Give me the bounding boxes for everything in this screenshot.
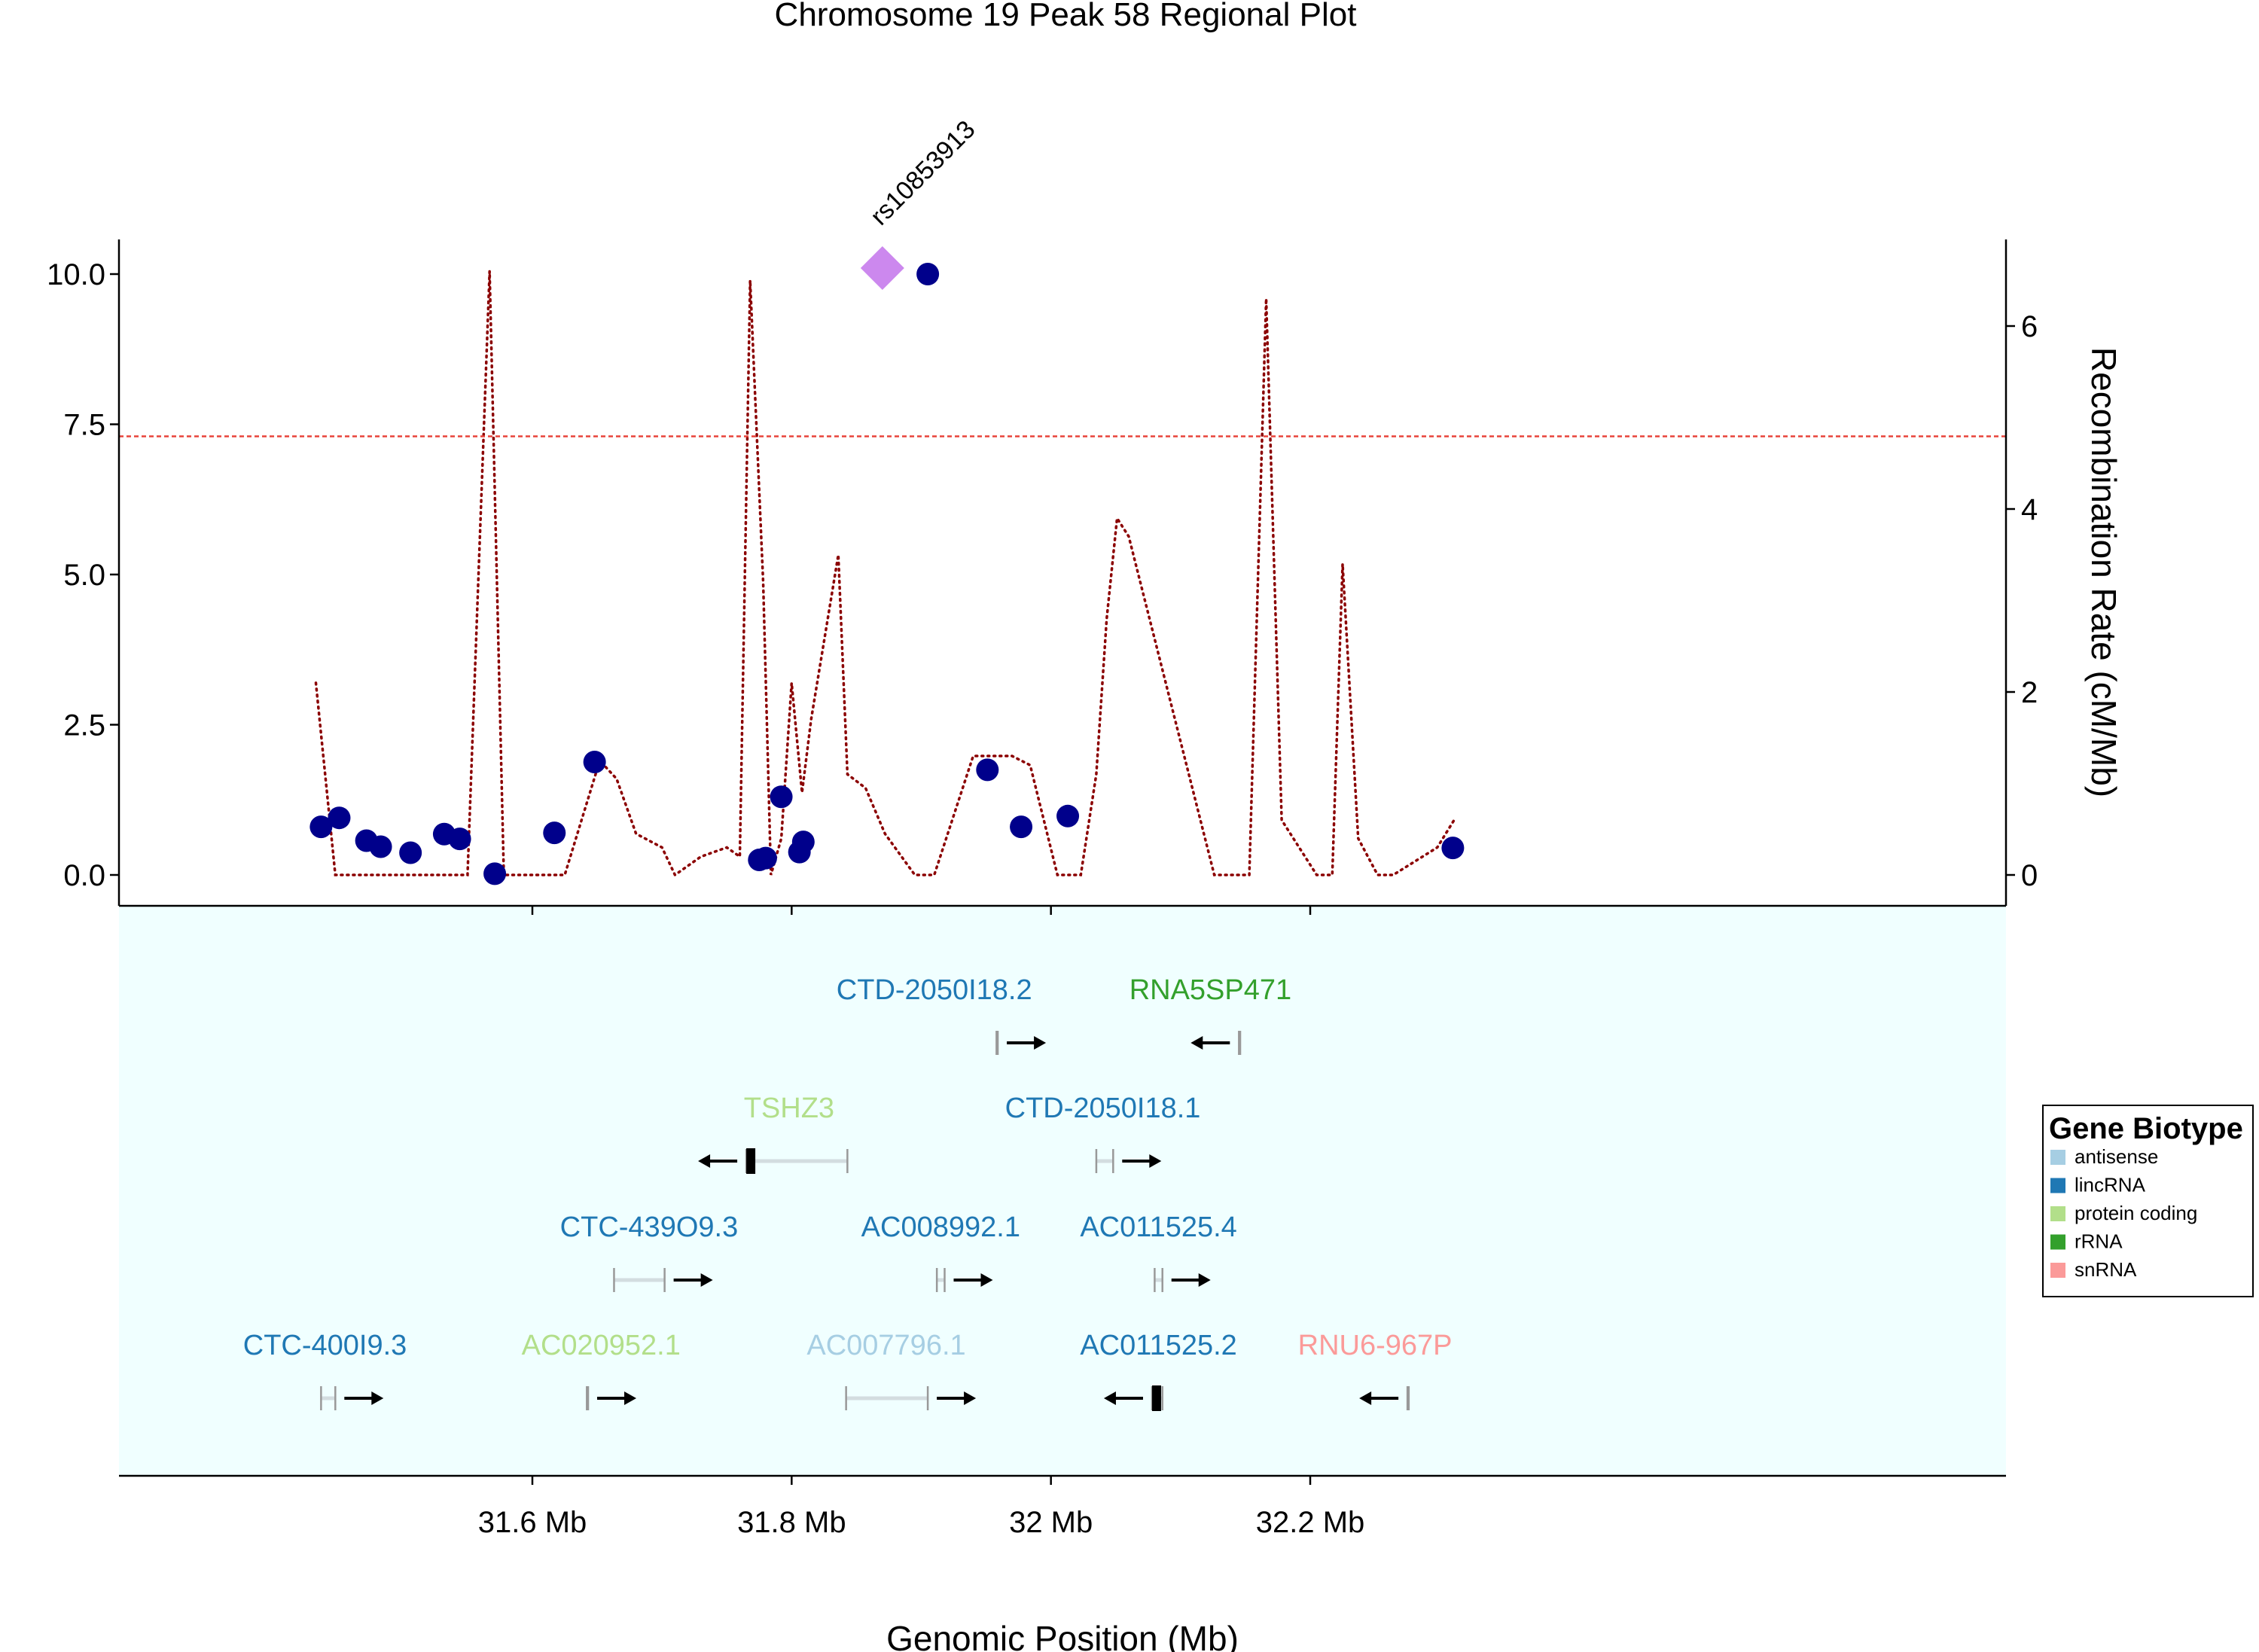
gene-label: CTC-400I9.3 bbox=[243, 1330, 407, 1361]
snp-point bbox=[369, 835, 392, 858]
gene-ac011525.4: AC011525.4 bbox=[1080, 1212, 1237, 1292]
y-tick-label: 5.0 bbox=[63, 559, 105, 592]
gene-tshz3: TSHZ3 bbox=[698, 1093, 849, 1174]
gene-label: RNA5SP471 bbox=[1130, 974, 1291, 1006]
snp-point bbox=[483, 862, 507, 885]
snp-point bbox=[583, 750, 606, 773]
snp-point bbox=[916, 263, 940, 285]
strand-arrow-head bbox=[624, 1391, 637, 1405]
gene-rna5sp471: RNA5SP471 bbox=[1130, 974, 1291, 1055]
y-tick-label: 10.0 bbox=[47, 258, 105, 291]
snp-point bbox=[543, 821, 566, 845]
snp-point bbox=[791, 831, 815, 854]
legend-title: Gene Biotype bbox=[2049, 1112, 2243, 1145]
gene-ac008992.1: AC008992.1 bbox=[861, 1212, 1020, 1292]
gene-ctd-2050i18.1: CTD-2050I18.1 bbox=[1005, 1093, 1201, 1173]
y-tick-label: 0.0 bbox=[63, 859, 105, 892]
snp-point bbox=[328, 806, 351, 830]
y-tick-label: 2.5 bbox=[63, 709, 105, 742]
x-tick-label: 32.2 Mb bbox=[1256, 1506, 1365, 1539]
recombination-rate-line bbox=[314, 271, 1456, 877]
chart-title: Chromosome 19 Peak 58 Regional Plot bbox=[775, 0, 1357, 33]
x-tick-label: 32 Mb bbox=[1009, 1506, 1093, 1539]
gene-biotype-legend: Gene Biotype antisense lincRNA protein cod… bbox=[2042, 1105, 2254, 1297]
snp-point bbox=[1441, 837, 1465, 860]
y2-axis-title: Recombination Rate (cM/Mb) bbox=[2084, 347, 2123, 797]
gene-label: AC011525.4 bbox=[1080, 1212, 1236, 1243]
strand-arrow-head bbox=[1190, 1036, 1203, 1050]
gene-ac011525.2: AC011525.2 bbox=[1080, 1330, 1237, 1411]
lead-snp-marker bbox=[860, 246, 904, 291]
x-tick-label: 31.8 Mb bbox=[737, 1506, 846, 1539]
legend-swatch bbox=[2050, 1234, 2065, 1250]
legend-items: antisense lincRNA protein coding rRNA snRNA bbox=[2050, 1145, 2197, 1281]
y2-tick-label: 4 bbox=[2021, 493, 2038, 526]
strand-arrow-head bbox=[700, 1273, 713, 1287]
x-tick-label: 31.6 Mb bbox=[478, 1506, 587, 1539]
axis-ticks-layer: 0.0 2.5 5.0 7.5 10.0 0 2 4 6 31.6 Mb 31.8 Mb 32 Mb 3… bbox=[47, 258, 2038, 1539]
y-tick-label: 7.5 bbox=[63, 409, 105, 442]
gene-ac020952.1: AC020952.1 bbox=[522, 1330, 681, 1410]
legend-label: lincRNA bbox=[2075, 1174, 2146, 1196]
gene-exon bbox=[1151, 1385, 1161, 1411]
strand-arrow-head bbox=[1359, 1391, 1372, 1405]
snp-point bbox=[770, 785, 793, 809]
legend-swatch bbox=[2050, 1263, 2065, 1278]
gene-label: CTD-2050I18.2 bbox=[837, 974, 1032, 1006]
y2-tick-label: 0 bbox=[2021, 859, 2038, 892]
snp-points-layer bbox=[309, 263, 1465, 885]
gene-panel bbox=[119, 906, 2006, 1476]
legend-label: protein coding bbox=[2075, 1202, 2197, 1224]
legend-swatch bbox=[2050, 1206, 2065, 1221]
snp-point bbox=[309, 815, 333, 839]
y2-tick-label: 2 bbox=[2021, 676, 2038, 709]
legend-box bbox=[2042, 1105, 2254, 1297]
strand-arrow-head bbox=[980, 1273, 993, 1287]
gene-label: AC008992.1 bbox=[861, 1212, 1020, 1243]
strand-arrow-head bbox=[1034, 1036, 1047, 1050]
gene-label: RNU6-967P bbox=[1298, 1330, 1453, 1361]
snp-point bbox=[1010, 815, 1033, 839]
strand-arrow-head bbox=[1149, 1154, 1162, 1168]
recombination-rate-layer bbox=[314, 271, 1456, 877]
legend-swatch bbox=[2050, 1178, 2065, 1193]
strand-arrow-head bbox=[1103, 1391, 1116, 1405]
gene-label: CTD-2050I18.1 bbox=[1005, 1093, 1201, 1124]
gene-label: AC020952.1 bbox=[522, 1330, 681, 1361]
gene-ctc-439o9.3: CTC-439O9.3 bbox=[560, 1212, 739, 1292]
gene-label: TSHZ3 bbox=[744, 1093, 834, 1124]
legend-label: antisense bbox=[2075, 1145, 2158, 1168]
gene-ctd-2050i18.2: CTD-2050I18.2 bbox=[837, 974, 1047, 1055]
snp-point bbox=[754, 846, 777, 870]
snp-point bbox=[1056, 804, 1080, 828]
gene-ac007796.1: AC007796.1 bbox=[806, 1330, 977, 1410]
strand-arrow-head bbox=[698, 1154, 711, 1168]
snp-point bbox=[448, 828, 471, 851]
legend-label: rRNA bbox=[2075, 1230, 2123, 1253]
gene-exon bbox=[746, 1148, 756, 1174]
gene-rnu6-967p: RNU6-967P bbox=[1298, 1330, 1453, 1410]
gene-label: AC007796.1 bbox=[806, 1330, 965, 1361]
strand-arrow-head bbox=[964, 1391, 977, 1405]
legend-label: snRNA bbox=[2075, 1258, 2137, 1281]
strand-arrow-head bbox=[371, 1391, 384, 1405]
gene-label: AC011525.2 bbox=[1080, 1330, 1236, 1361]
gene-label: CTC-439O9.3 bbox=[560, 1212, 739, 1243]
strand-arrow-head bbox=[1198, 1273, 1211, 1287]
y2-tick-label: 6 bbox=[2021, 310, 2038, 343]
genes-layer: CTD-2050I18.2 RNA5SP471 TSHZ3 CTD-2050I18.1… bbox=[243, 974, 1453, 1411]
legend-swatch bbox=[2050, 1150, 2065, 1165]
snp-point bbox=[399, 841, 422, 864]
snp-point bbox=[976, 758, 999, 782]
x-axis-title: Genomic Position (Mb) bbox=[886, 1619, 1239, 1652]
gene-ctc-400i9.3: CTC-400I9.3 bbox=[243, 1330, 407, 1410]
